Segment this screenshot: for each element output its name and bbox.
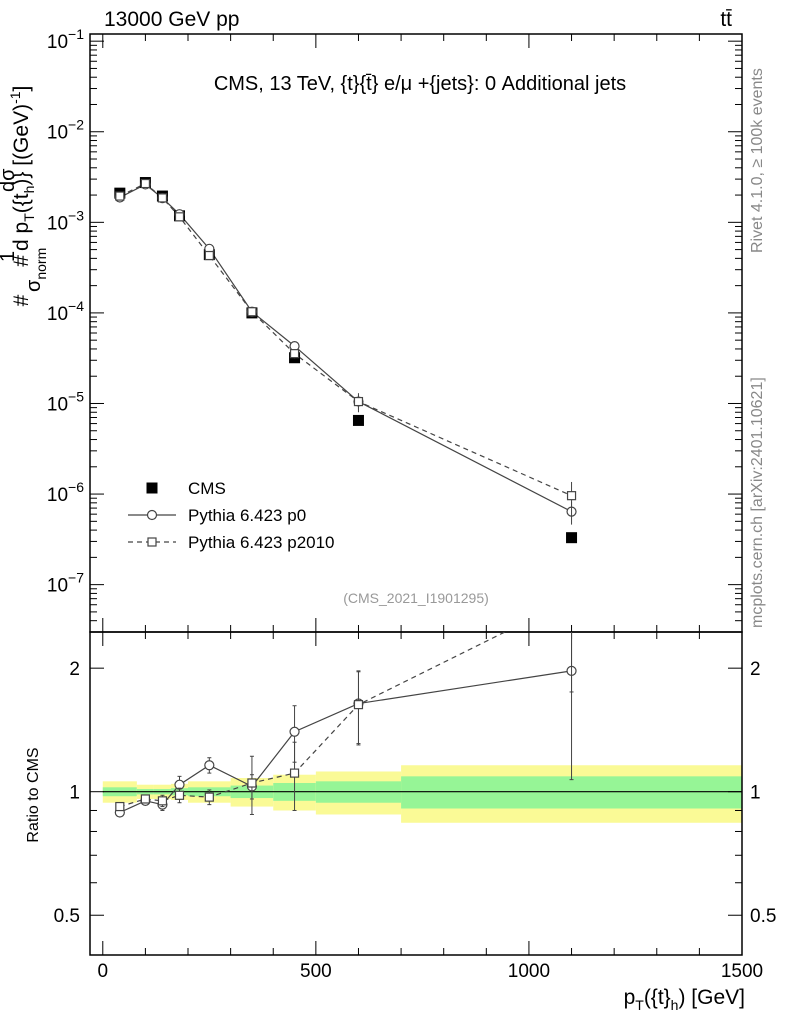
legend-label: CMS bbox=[188, 479, 226, 498]
data-point-0 bbox=[352, 414, 364, 426]
mcplots-label: mcplots.cern.ch [arXiv:2401.10621] bbox=[749, 377, 766, 628]
chart-title: CMS, 13 TeV, {t}{t̄} e/μ +{jets}: 0 Addi… bbox=[214, 73, 626, 95]
ratio-point-2 bbox=[140, 794, 150, 804]
legend-marker bbox=[146, 482, 158, 494]
x-axis-label: pT({t}h) [GeV] bbox=[624, 986, 745, 1013]
legend-marker bbox=[146, 509, 158, 521]
x-tick-label: 500 bbox=[300, 961, 332, 982]
rivet-label: Rivet 4.1.0, ≥ 100k events bbox=[749, 68, 766, 253]
ratio-tick-label-right: 2 bbox=[750, 659, 761, 680]
ratio-point-1 bbox=[289, 726, 300, 737]
ratio-tick-label: 2 bbox=[69, 659, 80, 680]
y-tick-label: 10−1 bbox=[47, 26, 84, 53]
ratio-y-label: Ratio to CMS bbox=[25, 747, 42, 842]
ratio-point-2 bbox=[353, 700, 364, 710]
ratio-tick-label: 0.5 bbox=[54, 906, 80, 927]
ratio-tick-label-right: 1 bbox=[750, 783, 761, 804]
y-tick-label: 10−4 bbox=[47, 298, 84, 325]
main-plot-area bbox=[114, 177, 578, 544]
legend-label: Pythia 6.423 p2010 bbox=[188, 533, 335, 552]
ratio-point-1 bbox=[204, 760, 215, 771]
data-point-2 bbox=[566, 491, 577, 501]
ratio-point-2 bbox=[204, 792, 214, 802]
header-right: tt̄ bbox=[720, 8, 732, 31]
y-axis-label-dsigma: dσ bbox=[0, 168, 19, 192]
data-point-2 bbox=[353, 396, 364, 407]
y-tick-label: 10−2 bbox=[47, 117, 84, 144]
y-axis-label-sigma: 1 bbox=[0, 251, 19, 262]
x-tick-label: 0 bbox=[97, 961, 108, 982]
data-point-2 bbox=[174, 212, 185, 222]
y-axis-label: ##d pT({th)} [(GeV)-1] bbox=[7, 86, 37, 307]
y-axis-label-sigma-norm: σnorm bbox=[23, 248, 49, 292]
y-tick-label: 10−3 bbox=[47, 207, 84, 234]
ratio-point-2 bbox=[289, 768, 300, 778]
ratio-point-2 bbox=[157, 796, 168, 806]
data-point-0 bbox=[566, 532, 578, 544]
data-point-2 bbox=[157, 193, 168, 203]
legend-label: Pythia 6.423 p0 bbox=[188, 506, 306, 525]
data-point-2 bbox=[247, 307, 257, 317]
ratio-tick-label: 1 bbox=[69, 783, 80, 804]
ratio-panel: 0 500 1000 1500 0.5 0.5 1 1 2 2 bbox=[54, 631, 776, 982]
ratio-band-inner bbox=[401, 776, 742, 809]
ratio-point-2 bbox=[115, 801, 125, 812]
header-left: 13000 GeV pp bbox=[104, 8, 239, 31]
ratio-tick-label-right: 0.5 bbox=[750, 906, 776, 927]
ratio-plot-area bbox=[114, 632, 577, 818]
ratio-frame bbox=[89, 631, 743, 956]
data-point-2 bbox=[289, 349, 300, 359]
data-point-2 bbox=[115, 191, 125, 201]
legend: CMS Pythia 6.423 p0 Pythia 6.423 p2010 bbox=[128, 479, 335, 552]
watermark: (CMS_2021_I1901295) bbox=[343, 590, 489, 606]
svg-text:##d pT({th)} [(GeV)-1]: ##d pT({th)} [(GeV)-1] bbox=[7, 86, 37, 307]
series-line-2 bbox=[119, 182, 572, 497]
y-tick-label: 10−6 bbox=[47, 479, 84, 506]
y-tick-label: 10−5 bbox=[47, 388, 84, 415]
legend-marker bbox=[147, 537, 157, 547]
data-point-2 bbox=[140, 178, 150, 189]
series-line-1 bbox=[119, 183, 572, 513]
ratio-point-2 bbox=[247, 778, 257, 788]
x-tick-label: 1500 bbox=[721, 961, 763, 982]
ratio-point-2 bbox=[174, 790, 185, 800]
y-tick-label: 10−7 bbox=[47, 570, 84, 597]
data-point-2 bbox=[204, 250, 214, 261]
main-panel: 10−7 10−6 10−5 10−4 10−3 10−2 10−1 bbox=[47, 26, 743, 955]
x-tick-label: 1000 bbox=[508, 961, 550, 982]
